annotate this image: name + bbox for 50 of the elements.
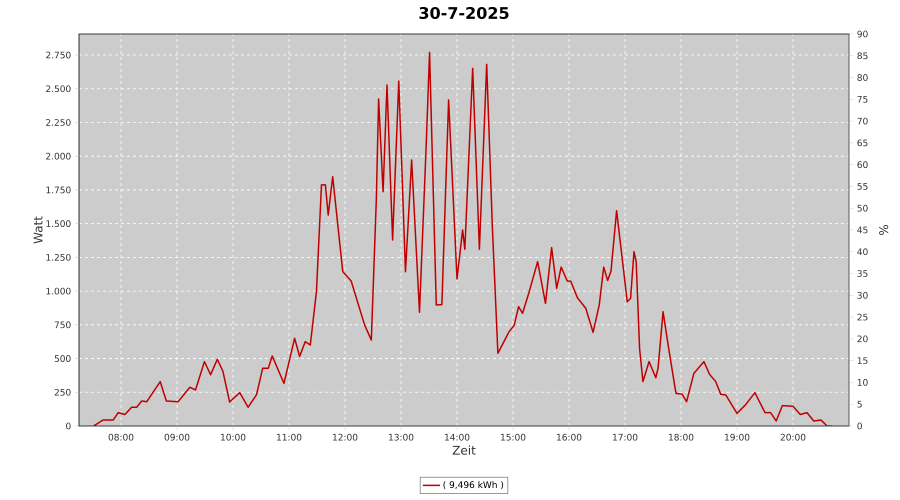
y-axis-title: Watt [34,216,43,244]
y-tick-label: 250 [54,388,71,396]
y-tick-label: 1.250 [46,254,71,261]
y2-tick-label: 25 [857,314,868,321]
x-tick-label: 14:00 [445,434,470,441]
y2-tick-label: 70 [858,118,868,125]
y2-axis-title: % [879,224,888,236]
y2-tick-label: 60 [857,161,868,168]
y2-tick-label: 75 [858,96,868,103]
x-tick-label: 12:00 [333,434,358,441]
x-tick-label: 18:00 [669,434,694,441]
y2-tick-label: 20 [857,335,868,342]
y2-tick-label: 45 [857,226,868,234]
y2-tick-label: 35 [858,270,868,277]
x-tick-label: 13:00 [389,434,414,441]
y2-tick-label: 40 [857,248,868,256]
y-tick-label: 500 [54,355,71,362]
y2-tick-label: 0 [857,422,862,430]
x-tick-label: 17:00 [613,434,638,441]
y2-tick-label: 55 [858,183,868,190]
x-tick-label: 11:00 [277,434,302,441]
y-tick-label: 2.250 [46,119,71,126]
x-tick-label: 16:00 [557,434,582,441]
y-tick-label: 750 [54,321,71,328]
y2-tick-label: 80 [857,74,868,81]
x-tick-label: 10:00 [221,434,246,441]
y2-tick-label: 65 [857,139,868,146]
y-tick-label: 0 [66,422,71,430]
y-tick-label: 2.750 [46,52,71,58]
x-tick-label: 15:00 [501,434,526,441]
y2-tick-label: 5 [858,400,862,408]
line-series [92,52,833,426]
y2-tick-label: 85 [857,52,868,60]
y-tick-label: 2.500 [46,85,71,92]
y-tick-label: 2.000 [46,152,71,160]
y2-tick-label: 30 [858,292,868,299]
y-tick-label: 1.750 [46,186,71,194]
y2-tick-label: 10 [858,379,868,386]
x-tick-label: 20:00 [780,434,806,441]
legend-label: ( 9,496 kWh ) [443,481,504,490]
x-axis-title: Zeit [452,445,476,455]
y-tick-label: 1.500 [46,220,71,228]
y2-tick-label: 50 [858,204,868,212]
x-tick-label: 09:00 [164,434,190,441]
x-tick-label: 08:00 [108,434,134,441]
x-tick-label: 19:00 [725,434,750,441]
y2-tick-label: 90 [857,30,868,38]
y-tick-label: 1.000 [46,288,71,294]
chart-title: 30-7-2025 [419,6,508,20]
y2-tick-label: 15 [858,357,868,364]
